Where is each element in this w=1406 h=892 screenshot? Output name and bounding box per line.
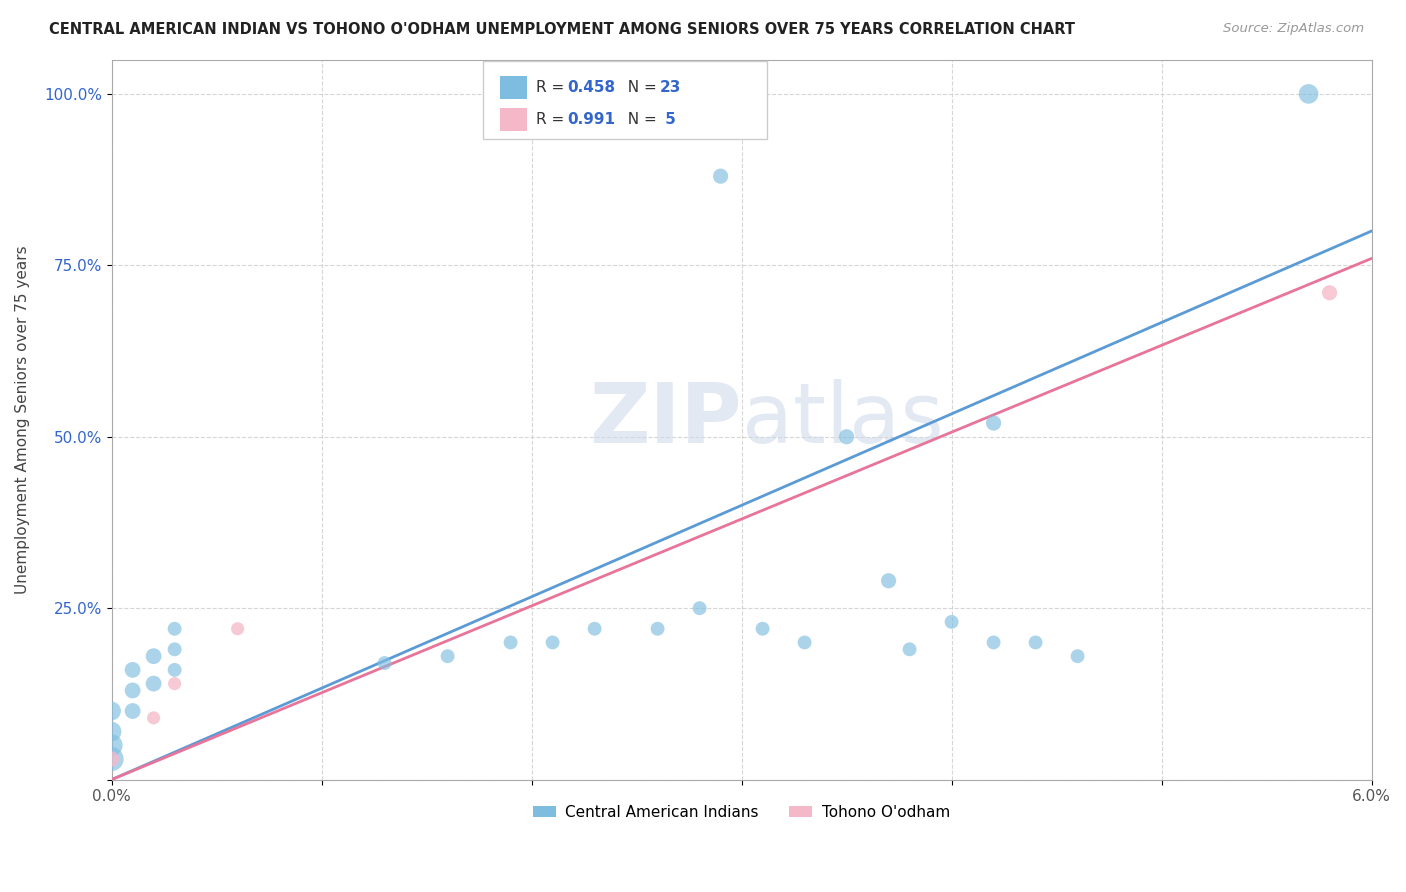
Point xyxy=(100,739,122,753)
Text: R =: R = xyxy=(536,112,569,128)
Point xyxy=(100,752,122,766)
Text: 0.458: 0.458 xyxy=(568,79,616,95)
Point xyxy=(751,622,773,636)
Point xyxy=(121,683,143,698)
Point xyxy=(689,601,711,615)
Text: N =: N = xyxy=(619,79,662,95)
Point xyxy=(142,676,165,690)
Point xyxy=(374,656,396,670)
Point xyxy=(1025,635,1047,649)
Point xyxy=(121,663,143,677)
Text: R =: R = xyxy=(536,79,569,95)
Text: 23: 23 xyxy=(659,79,681,95)
Point xyxy=(1298,87,1320,101)
Point xyxy=(163,663,186,677)
Legend: Central American Indians, Tohono O'odham: Central American Indians, Tohono O'odham xyxy=(527,798,956,826)
Point xyxy=(163,676,186,690)
Point xyxy=(983,635,1005,649)
Point xyxy=(100,724,122,739)
Text: CENTRAL AMERICAN INDIAN VS TOHONO O'ODHAM UNEMPLOYMENT AMONG SENIORS OVER 75 YEA: CENTRAL AMERICAN INDIAN VS TOHONO O'ODHA… xyxy=(49,22,1076,37)
Point xyxy=(436,649,458,664)
Text: 0.991: 0.991 xyxy=(568,112,616,128)
Bar xyxy=(499,76,527,99)
Point xyxy=(710,169,733,184)
Point xyxy=(100,752,122,766)
Text: ZIP: ZIP xyxy=(589,379,741,460)
Point xyxy=(100,704,122,718)
FancyBboxPatch shape xyxy=(484,61,766,139)
Point xyxy=(1319,285,1341,300)
Point xyxy=(583,622,606,636)
Y-axis label: Unemployment Among Seniors over 75 years: Unemployment Among Seniors over 75 years xyxy=(15,245,30,594)
Point xyxy=(793,635,815,649)
Point xyxy=(941,615,963,629)
Point xyxy=(226,622,249,636)
Point xyxy=(121,704,143,718)
Point xyxy=(142,649,165,664)
Bar xyxy=(499,108,527,131)
Text: atlas: atlas xyxy=(741,379,943,460)
Point xyxy=(163,622,186,636)
Point xyxy=(835,430,858,444)
Point xyxy=(499,635,522,649)
Point xyxy=(898,642,921,657)
Point xyxy=(1066,649,1088,664)
Point xyxy=(983,416,1005,430)
Text: 5: 5 xyxy=(659,112,675,128)
Text: N =: N = xyxy=(619,112,662,128)
Text: Source: ZipAtlas.com: Source: ZipAtlas.com xyxy=(1223,22,1364,36)
Point xyxy=(142,711,165,725)
Point xyxy=(163,642,186,657)
Point xyxy=(877,574,900,588)
Point xyxy=(647,622,669,636)
Point xyxy=(541,635,564,649)
